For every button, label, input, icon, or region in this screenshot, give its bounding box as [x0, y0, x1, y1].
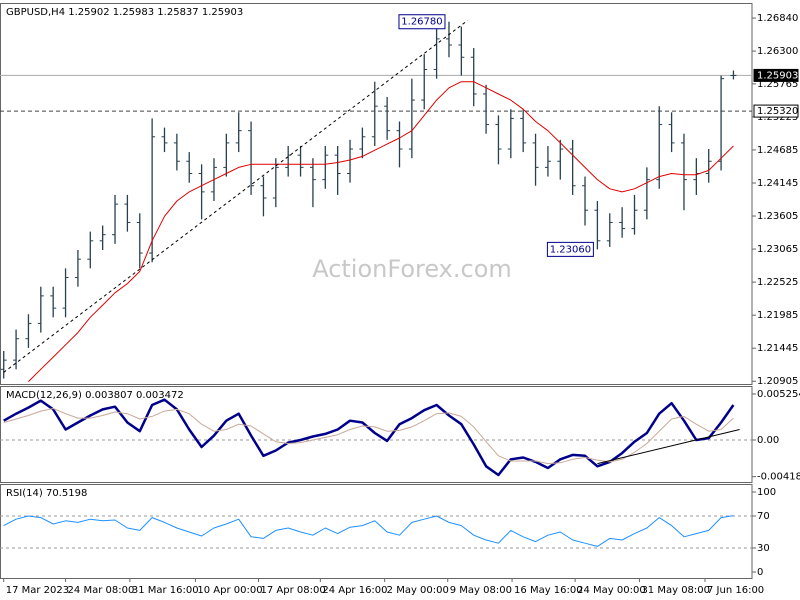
y-tick-label: 1.23065: [757, 244, 798, 255]
annotation-label: 1.23060: [550, 244, 591, 255]
y-tick-label: 0.00: [757, 435, 779, 446]
panel-title: MACD(12,26,9) 0.003807 0.003472: [6, 390, 184, 401]
x-tick-label: 16 May 16:00: [514, 585, 583, 596]
panel-frame: [0, 484, 753, 579]
x-tick-label: 17 Mar 2023: [6, 585, 69, 596]
x-tick-label: 24 Apr 16:00: [322, 585, 387, 596]
y-tick-label: 1.25765: [757, 79, 798, 90]
y-tick-label: 1.21445: [757, 343, 798, 354]
trendline: [597, 429, 740, 465]
y-tick-label: 1.22525: [757, 277, 798, 288]
panel-title: GBPUSD,H4 1.25902 1.25983 1.25837 1.2590…: [6, 7, 243, 18]
y-tick-label: 1.20905: [757, 376, 798, 387]
y-tick-label: 100: [757, 487, 776, 498]
y-tick-label: 1.24685: [757, 145, 798, 156]
y-tick-label: 1.26840: [757, 13, 798, 24]
x-tick-label: 17 Apr 08:00: [261, 585, 326, 596]
y-tick-label: -0.004185: [757, 472, 800, 483]
x-tick-label: 2 May 00:00: [387, 585, 449, 596]
y-tick-label: 0.005254: [757, 389, 800, 400]
x-tick-label: 10 Apr 00:00: [197, 585, 262, 596]
y-tick-label: 1.23605: [757, 211, 798, 222]
price-label: 1.25320: [757, 106, 798, 117]
panel-frame: [0, 386, 753, 483]
y-tick-label: 30: [757, 543, 770, 554]
x-tick-label: 9 May 08:00: [450, 585, 512, 596]
x-tick-label: 7 Jun 16:00: [707, 585, 764, 596]
annotation-box: [546, 241, 594, 257]
watermark: ActionForex.com: [312, 255, 512, 283]
price-label-box: [753, 104, 799, 118]
x-tick-label: 31 Mar 16:00: [132, 585, 199, 596]
series-line: [28, 81, 734, 382]
annotation-label: 1.26780: [401, 17, 442, 28]
y-tick-label: 70: [757, 511, 770, 522]
y-tick-label: 1.26300: [757, 46, 798, 57]
y-tick-label: 1.21985: [757, 310, 798, 321]
y-tick-label: 0: [757, 567, 763, 578]
annotation-box: [398, 14, 446, 30]
price-label: 1.25903: [757, 70, 798, 81]
panel-frame: [0, 3, 753, 385]
x-tick-label: 24 May 00:00: [577, 585, 646, 596]
series-line: [3, 515, 734, 547]
y-tick-label: 1.24145: [757, 178, 798, 189]
panel-title: RSI(14) 70.5198: [6, 488, 87, 499]
series-line: [3, 408, 734, 465]
x-tick-label: 31 May 08:00: [641, 585, 710, 596]
price-label-box: [753, 68, 799, 82]
trendline: [3, 20, 468, 373]
x-tick-label: 24 Mar 08:00: [68, 585, 135, 596]
